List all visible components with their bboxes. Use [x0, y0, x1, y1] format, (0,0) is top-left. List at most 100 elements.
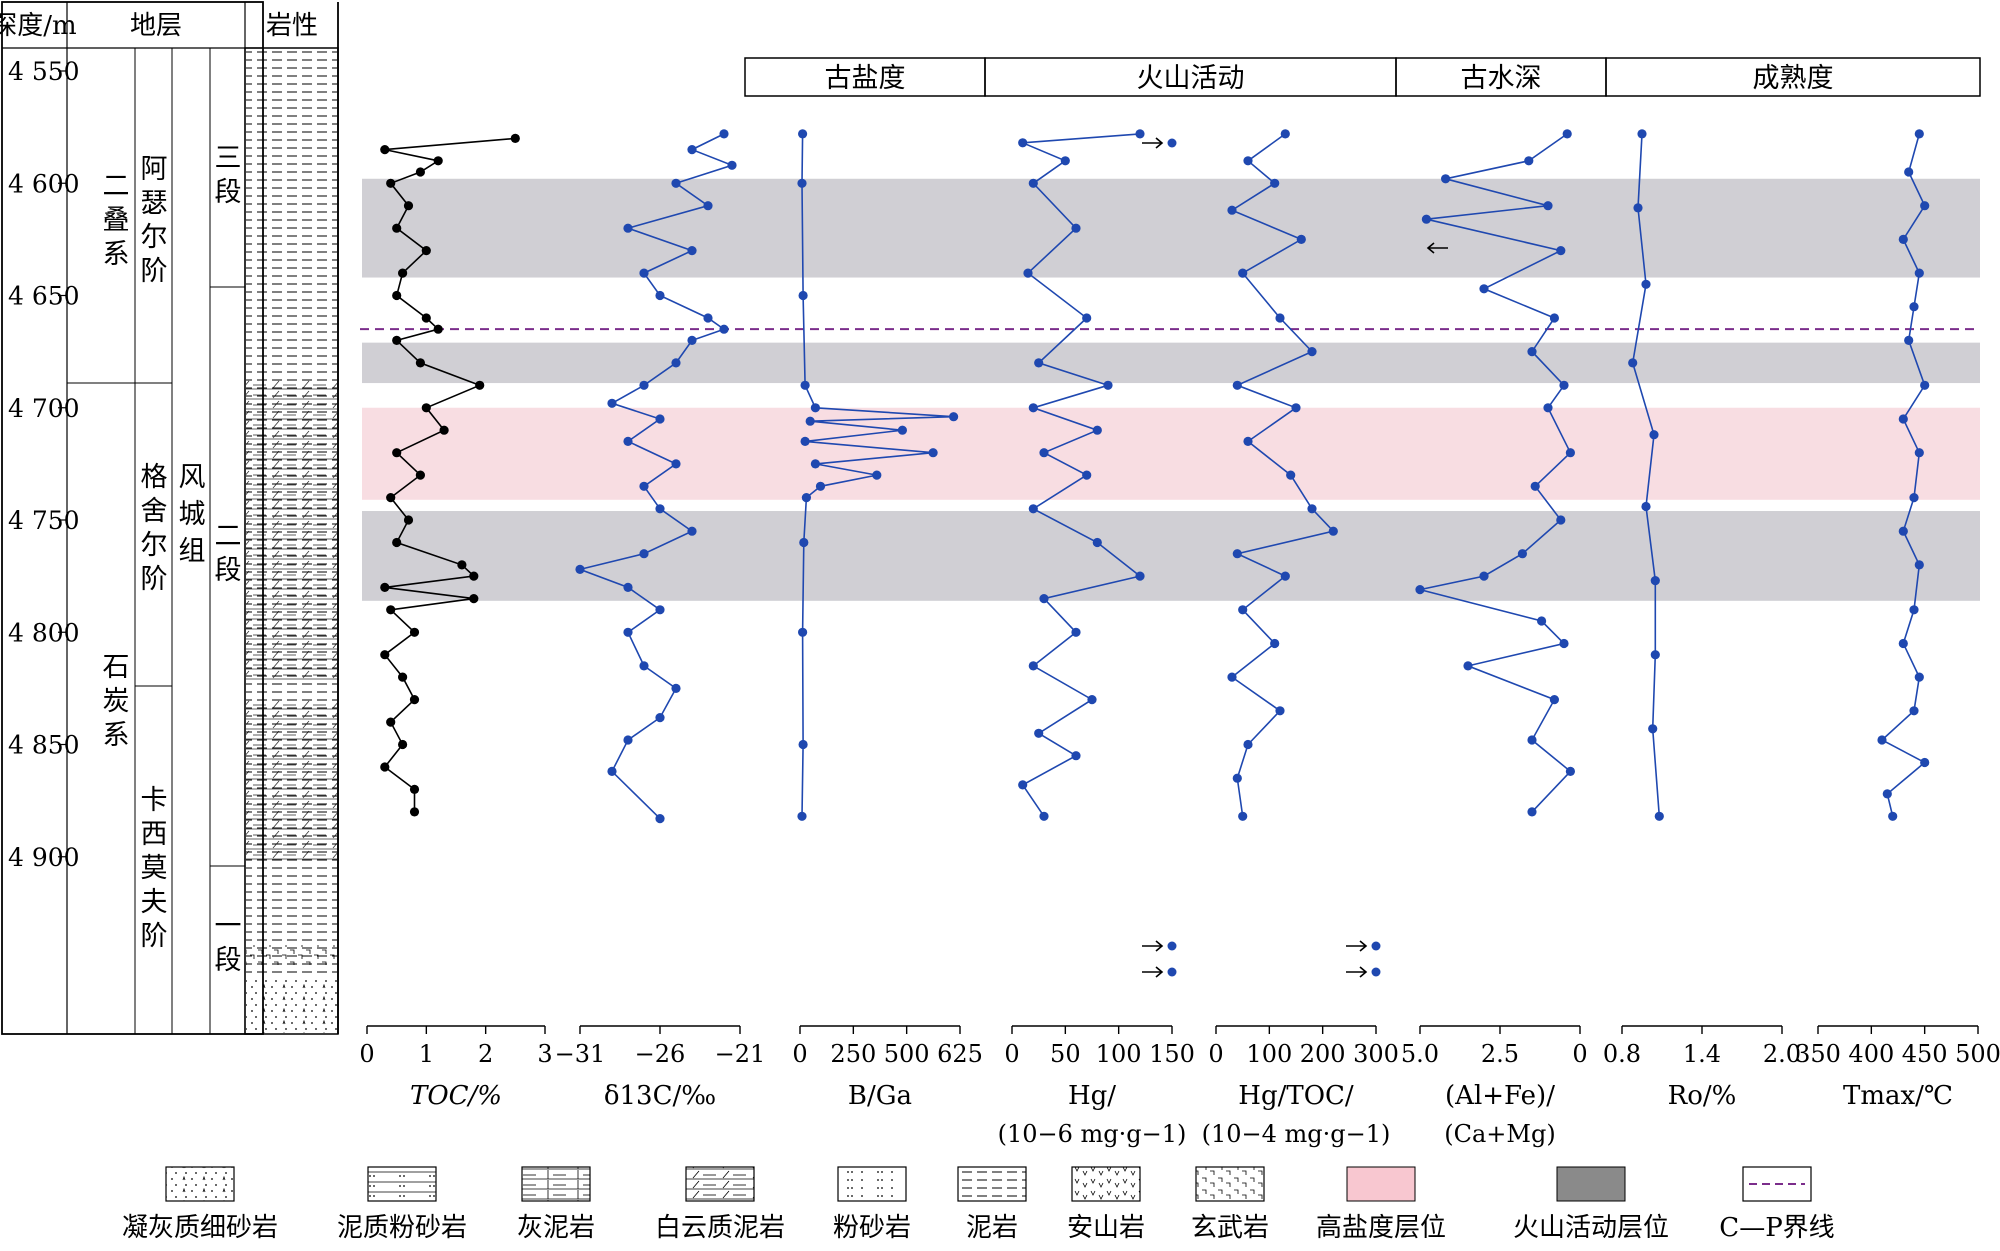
arrow-hgtoc-low-point [1371, 967, 1381, 977]
data-point [380, 582, 390, 593]
data-point [1441, 174, 1451, 184]
data-point [623, 735, 633, 745]
data-point [1904, 167, 1914, 177]
data-point [575, 564, 585, 575]
data-point [421, 403, 431, 413]
data-point [1565, 766, 1575, 777]
data-point [1087, 695, 1097, 705]
data-point [1530, 481, 1540, 491]
data-point [469, 594, 479, 604]
data-point [1328, 526, 1338, 536]
arrow-hg-top [1142, 137, 1164, 149]
x-tick-label: 1 [419, 1040, 434, 1068]
data-point [719, 129, 729, 139]
data-point [1648, 724, 1658, 734]
data-point [1071, 627, 1081, 637]
data-point [1280, 571, 1290, 581]
data-point [1556, 515, 1566, 525]
legend-label: 泥岩 [966, 1213, 1018, 1243]
out-of-range-arrows [1142, 137, 1448, 978]
data-point [1082, 470, 1092, 480]
data-point [1463, 661, 1473, 671]
data-point [1565, 448, 1575, 458]
data-point [623, 582, 633, 593]
member-1-label: 段 [215, 945, 242, 976]
data-point [639, 268, 649, 278]
x-tick-label: −21 [715, 1040, 766, 1068]
legend-item: 凝灰质细砂岩 [122, 1166, 278, 1243]
data-point [1028, 403, 1038, 413]
data-point [1914, 672, 1924, 682]
data-point [1291, 403, 1301, 413]
strata-header: 地层 [130, 11, 182, 41]
data-point [433, 156, 443, 166]
data-point [671, 683, 681, 694]
depth-tick-label: 4 900 [8, 843, 80, 872]
data-point [928, 448, 938, 458]
data-point [655, 414, 665, 424]
legend-item: 粉砂岩 [833, 1166, 911, 1243]
depth-tick-label: 4 550 [8, 57, 80, 86]
data-point [409, 695, 420, 705]
data-point [1527, 807, 1537, 817]
parameter-group-header: 古盐度 火山活动 古水深 成熟度 [744, 57, 1981, 97]
data-point [421, 313, 431, 323]
data-point [386, 605, 396, 615]
depth-tick-label: 4 650 [8, 282, 80, 311]
data-point [409, 784, 420, 795]
data-point [1649, 430, 1659, 440]
data-point [386, 178, 396, 188]
data-point [687, 335, 697, 345]
stage-label-kasimovian: 卡 [141, 785, 168, 816]
panel-d13c: −31 −26 −21 δ13C/‰ [555, 129, 766, 1111]
legend-label: C—P界线 [1719, 1213, 1834, 1243]
data-point [475, 380, 485, 390]
data-point [797, 178, 807, 188]
x-tick-label: 200 [1300, 1040, 1346, 1068]
legend-swatch [367, 1166, 437, 1202]
data-point [469, 571, 479, 581]
data-point [1232, 549, 1242, 559]
arrow-hg-low [1142, 966, 1164, 978]
data-point [1275, 706, 1285, 716]
legend-item: 泥质粉砂岩 [337, 1166, 467, 1243]
data-point [1914, 448, 1924, 458]
data-point [1628, 358, 1638, 368]
data-point [1275, 313, 1285, 323]
data-point [703, 313, 713, 323]
data-point [1307, 347, 1317, 357]
data-point [607, 398, 617, 408]
data-point [1549, 313, 1559, 323]
legend-item: C—P界线 [1719, 1166, 1835, 1243]
data-point [398, 268, 408, 278]
legend-swatch [1195, 1166, 1265, 1202]
data-point [1082, 313, 1092, 323]
series-label-permian: 叠 [103, 205, 130, 236]
x-tick-label: 250 [830, 1040, 876, 1068]
data-point [386, 493, 396, 503]
data-point [1524, 156, 1534, 166]
x-tick-label: 100 [1246, 1040, 1292, 1068]
data-point [1103, 380, 1113, 390]
data-point [687, 526, 697, 536]
depth-tick-label: 4 700 [8, 394, 80, 423]
legend-swatch [521, 1166, 591, 1202]
data-point [392, 290, 402, 301]
data-point [409, 807, 420, 817]
data-point [1238, 605, 1248, 615]
member-1-label: 一 [215, 911, 242, 942]
data-point [1556, 246, 1566, 256]
stage-label-kasimovian: 西 [141, 819, 168, 850]
data-point [671, 358, 681, 368]
legend-label: 粉砂岩 [833, 1213, 911, 1243]
group-label: 古盐度 [825, 63, 906, 94]
data-point [798, 129, 808, 139]
data-point [1920, 380, 1930, 390]
stage-label-asselian: 尔 [141, 222, 168, 253]
x-tick-label: 150 [1149, 1040, 1195, 1068]
data-point [1018, 780, 1028, 790]
legend-label: 安山岩 [1067, 1213, 1145, 1243]
data-point [805, 416, 815, 426]
data-point [409, 627, 420, 637]
data-point [655, 713, 665, 723]
